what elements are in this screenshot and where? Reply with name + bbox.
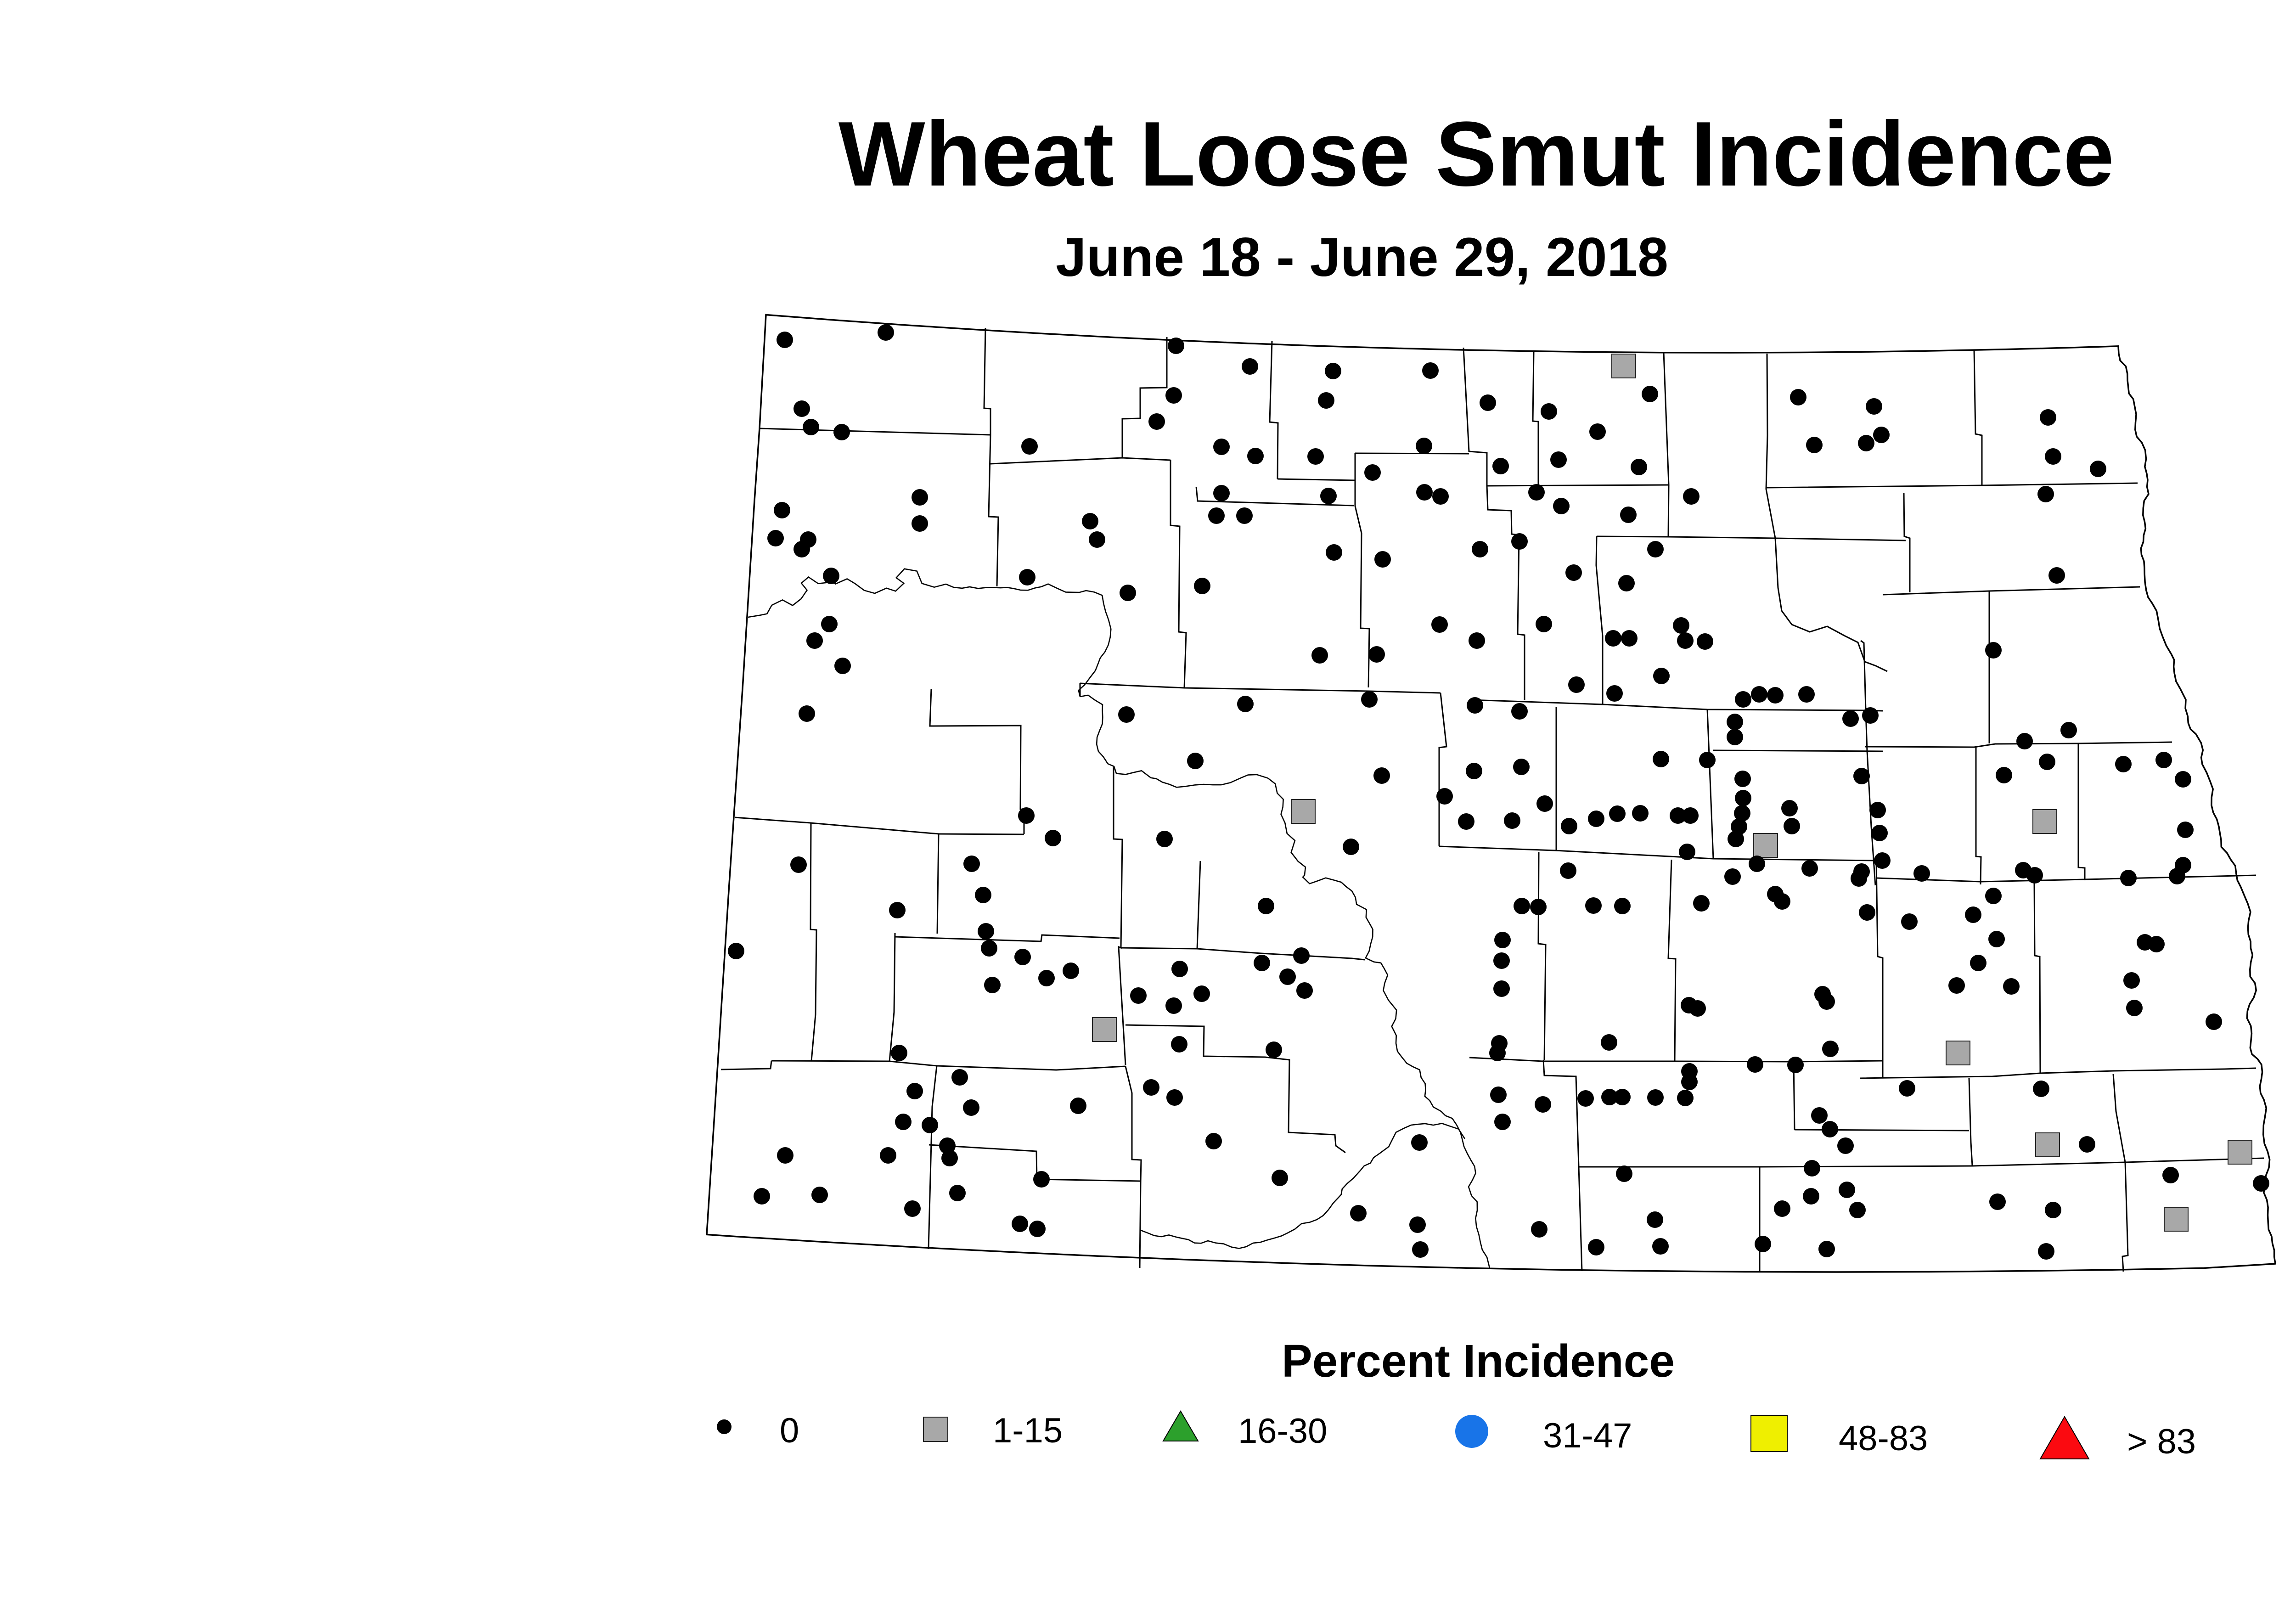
svg-text:Wheat Loose Smut Incidence: Wheat Loose Smut Incidence (838, 103, 2114, 205)
svg-text:48-83: 48-83 (1839, 1419, 1928, 1458)
svg-text:1-15: 1-15 (993, 1411, 1063, 1450)
svg-text:16-30: 16-30 (1238, 1412, 1327, 1451)
svg-text:> 83: > 83 (2127, 1422, 2196, 1461)
svg-text:Percent Incidence: Percent Incidence (1282, 1335, 1675, 1387)
svg-text:0: 0 (780, 1411, 799, 1450)
svg-text:31-47: 31-47 (1543, 1416, 1632, 1455)
svg-text:June 18 - June 29, 2018: June 18 - June 29, 2018 (1056, 226, 1668, 288)
